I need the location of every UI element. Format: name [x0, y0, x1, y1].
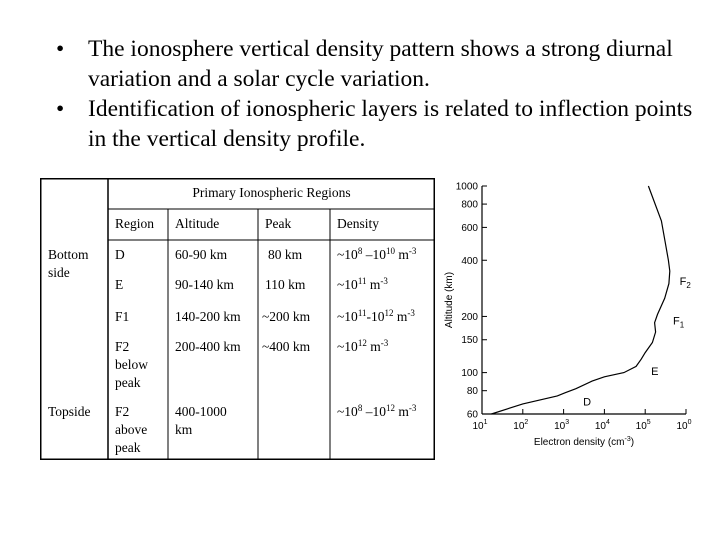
- table-grid-lines: [40, 178, 435, 460]
- row-d-altitude: 60-90 km: [175, 247, 228, 262]
- row-e-peak: 110 km: [265, 277, 306, 292]
- row-f2-below-peak: ~400 km: [262, 339, 311, 354]
- layer-label-f1: F1: [673, 316, 685, 330]
- x-tick-label: 103: [554, 419, 569, 432]
- density-profile-line: [491, 185, 671, 415]
- row-f2-below-region: F2 below peak: [115, 339, 148, 390]
- y-tick-label: 100: [461, 368, 478, 379]
- y-tick-label: 60: [467, 410, 479, 421]
- electron-density-chart: 60 80 100 150 200 400 600 800 1000 101 102 103 104 10…: [444, 182, 692, 449]
- x-tick-label: 102: [513, 419, 528, 432]
- row-f1-peak: ~200 km: [262, 309, 311, 324]
- x-tick-label: 104: [595, 419, 610, 432]
- row-f1-region: F1: [115, 309, 130, 324]
- x-tick-label: 100: [676, 419, 691, 432]
- bullet-item: • Identification of ionospheric layers i…: [56, 94, 696, 154]
- y-tick-label: 600: [461, 223, 478, 234]
- bullet-dot: •: [56, 36, 65, 62]
- layer-label-f2: F2: [680, 276, 692, 290]
- row-e-density: ~1011 m-3: [337, 276, 388, 293]
- bullet-text: Identification of ionospheric layers is …: [88, 96, 693, 152]
- row-f2-below-density: ~1012 m-3: [337, 338, 389, 355]
- row-f2-above-altitude: 400-1000 km: [175, 404, 227, 437]
- bullet-dot: •: [56, 96, 65, 122]
- row-f1-altitude: 140-200 km: [175, 309, 241, 324]
- row-f2-above-region: F2 above peak: [115, 404, 148, 455]
- row-f2-above-density: ~108 –1012 m-3: [337, 403, 417, 420]
- chart-axes: [481, 186, 686, 415]
- x-axis-label: Electron density (cm-3): [534, 436, 634, 448]
- x-tick-label: 105: [636, 419, 651, 432]
- y-tick-label: 200: [461, 312, 478, 323]
- layer-label-e: E: [651, 366, 658, 378]
- y-tick-label: 1000: [456, 182, 479, 193]
- table-title: Primary Ionospheric Regions: [192, 185, 351, 200]
- topside-label: Topside: [48, 404, 91, 419]
- chart-ticks: 60 80 100 150 200 400 600 800 1000 101 102 103 104 10…: [456, 182, 692, 433]
- y-axis-label: Altitude (km): [444, 272, 455, 328]
- header-peak: Peak: [265, 216, 292, 231]
- header-region: Region: [115, 216, 154, 231]
- row-d-region: D: [115, 247, 125, 262]
- layer-label-d: D: [583, 397, 591, 409]
- header-density: Density: [337, 216, 379, 231]
- row-f2-below-altitude: 200-400 km: [175, 339, 241, 354]
- header-altitude: Altitude: [175, 216, 220, 231]
- chart-labels: D E F1 F2 Altitude (km) Electron density (cm-…: [444, 272, 691, 448]
- y-tick-label: 80: [467, 386, 479, 397]
- y-tick-label: 400: [461, 256, 478, 267]
- bottom-side-label: Bottom side: [48, 247, 89, 280]
- y-tick-label: 800: [461, 200, 478, 211]
- bullet-list: • The ionosphere vertical density patter…: [56, 34, 696, 154]
- bullet-text: The ionosphere vertical density pattern …: [88, 36, 673, 92]
- row-d-density: ~108 –1010 m-3: [337, 246, 417, 263]
- x-tick-label: 101: [472, 419, 487, 432]
- ionospheric-regions-table: Primary Ionospheric Regions Region Altit…: [40, 178, 435, 460]
- row-e-altitude: 90-140 km: [175, 277, 234, 292]
- row-d-peak: 80 km: [268, 247, 303, 262]
- y-tick-label: 150: [461, 335, 478, 346]
- bullet-item: • The ionosphere vertical density patter…: [56, 34, 696, 94]
- chart-curve: [491, 185, 671, 415]
- row-e-region: E: [115, 277, 124, 292]
- row-f1-density: ~1011-1012 m-3: [337, 308, 415, 325]
